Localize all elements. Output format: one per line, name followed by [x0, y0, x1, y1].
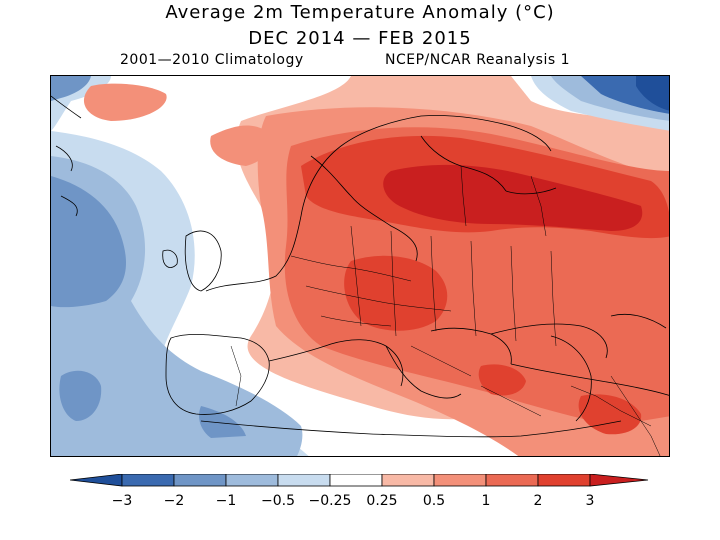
colorbar-tick-label: −1: [216, 493, 237, 509]
colorbar-arrow-left: [69, 473, 123, 487]
colorbar-bin-5: [329, 473, 383, 487]
colorbar-tick-label: 0.5: [423, 493, 445, 509]
map-period: DEC 2014 — FEB 2015: [248, 28, 472, 49]
cold-iberia-strong: [59, 370, 102, 421]
colorbar-tick-label: −0.5: [261, 493, 295, 509]
colorbar-bin-9: [537, 473, 591, 487]
colorbar: −3 −2 −1 −0.5 −0.25 0.25 0.5 1 2 3: [69, 473, 650, 514]
source-label: NCEP/NCAR Reanalysis 1: [385, 52, 571, 68]
colorbar-tick-label: 3: [586, 493, 595, 509]
coastlines: [51, 95, 669, 438]
colorbar-tick-label: 0.25: [366, 493, 397, 509]
colorbar-tick-label: 2: [534, 493, 543, 509]
colorbar-bin-2: [173, 473, 227, 487]
colorbar-arrow-right: [589, 473, 649, 487]
warm-core-max: [383, 164, 643, 231]
warm-norwegian-sea: [210, 125, 269, 166]
warm-strong-southeast: [578, 394, 642, 435]
warm-strong-south: [478, 364, 526, 396]
warm-iceland: [83, 83, 167, 121]
country-borders: [230, 165, 661, 456]
colorbar-tick-label: −2: [164, 493, 185, 509]
map-title: Average 2m Temperature Anomaly (°C): [165, 2, 555, 23]
colorbar-bin-8: [485, 473, 539, 487]
colorbar-bin-7: [433, 473, 487, 487]
warm-strong-central: [344, 255, 448, 331]
cold-greenland-strong: [51, 76, 91, 101]
colorbar-tick-label: −0.25: [309, 493, 352, 509]
colorbar-bin-1: [121, 473, 175, 487]
climatology-label: 2001—2010 Climatology: [120, 52, 304, 68]
cold-atlantic-strong: [51, 176, 126, 308]
colorbar-tick-label: −3: [112, 493, 133, 509]
colorbar-bin-6: [381, 473, 435, 487]
cold-nw-arctic-core: [636, 76, 669, 111]
colorbar-bin-4: [277, 473, 331, 487]
colorbar-bin-3: [225, 473, 279, 487]
colorbar-tick-label: 1: [482, 493, 491, 509]
anomaly-map: [50, 75, 670, 457]
